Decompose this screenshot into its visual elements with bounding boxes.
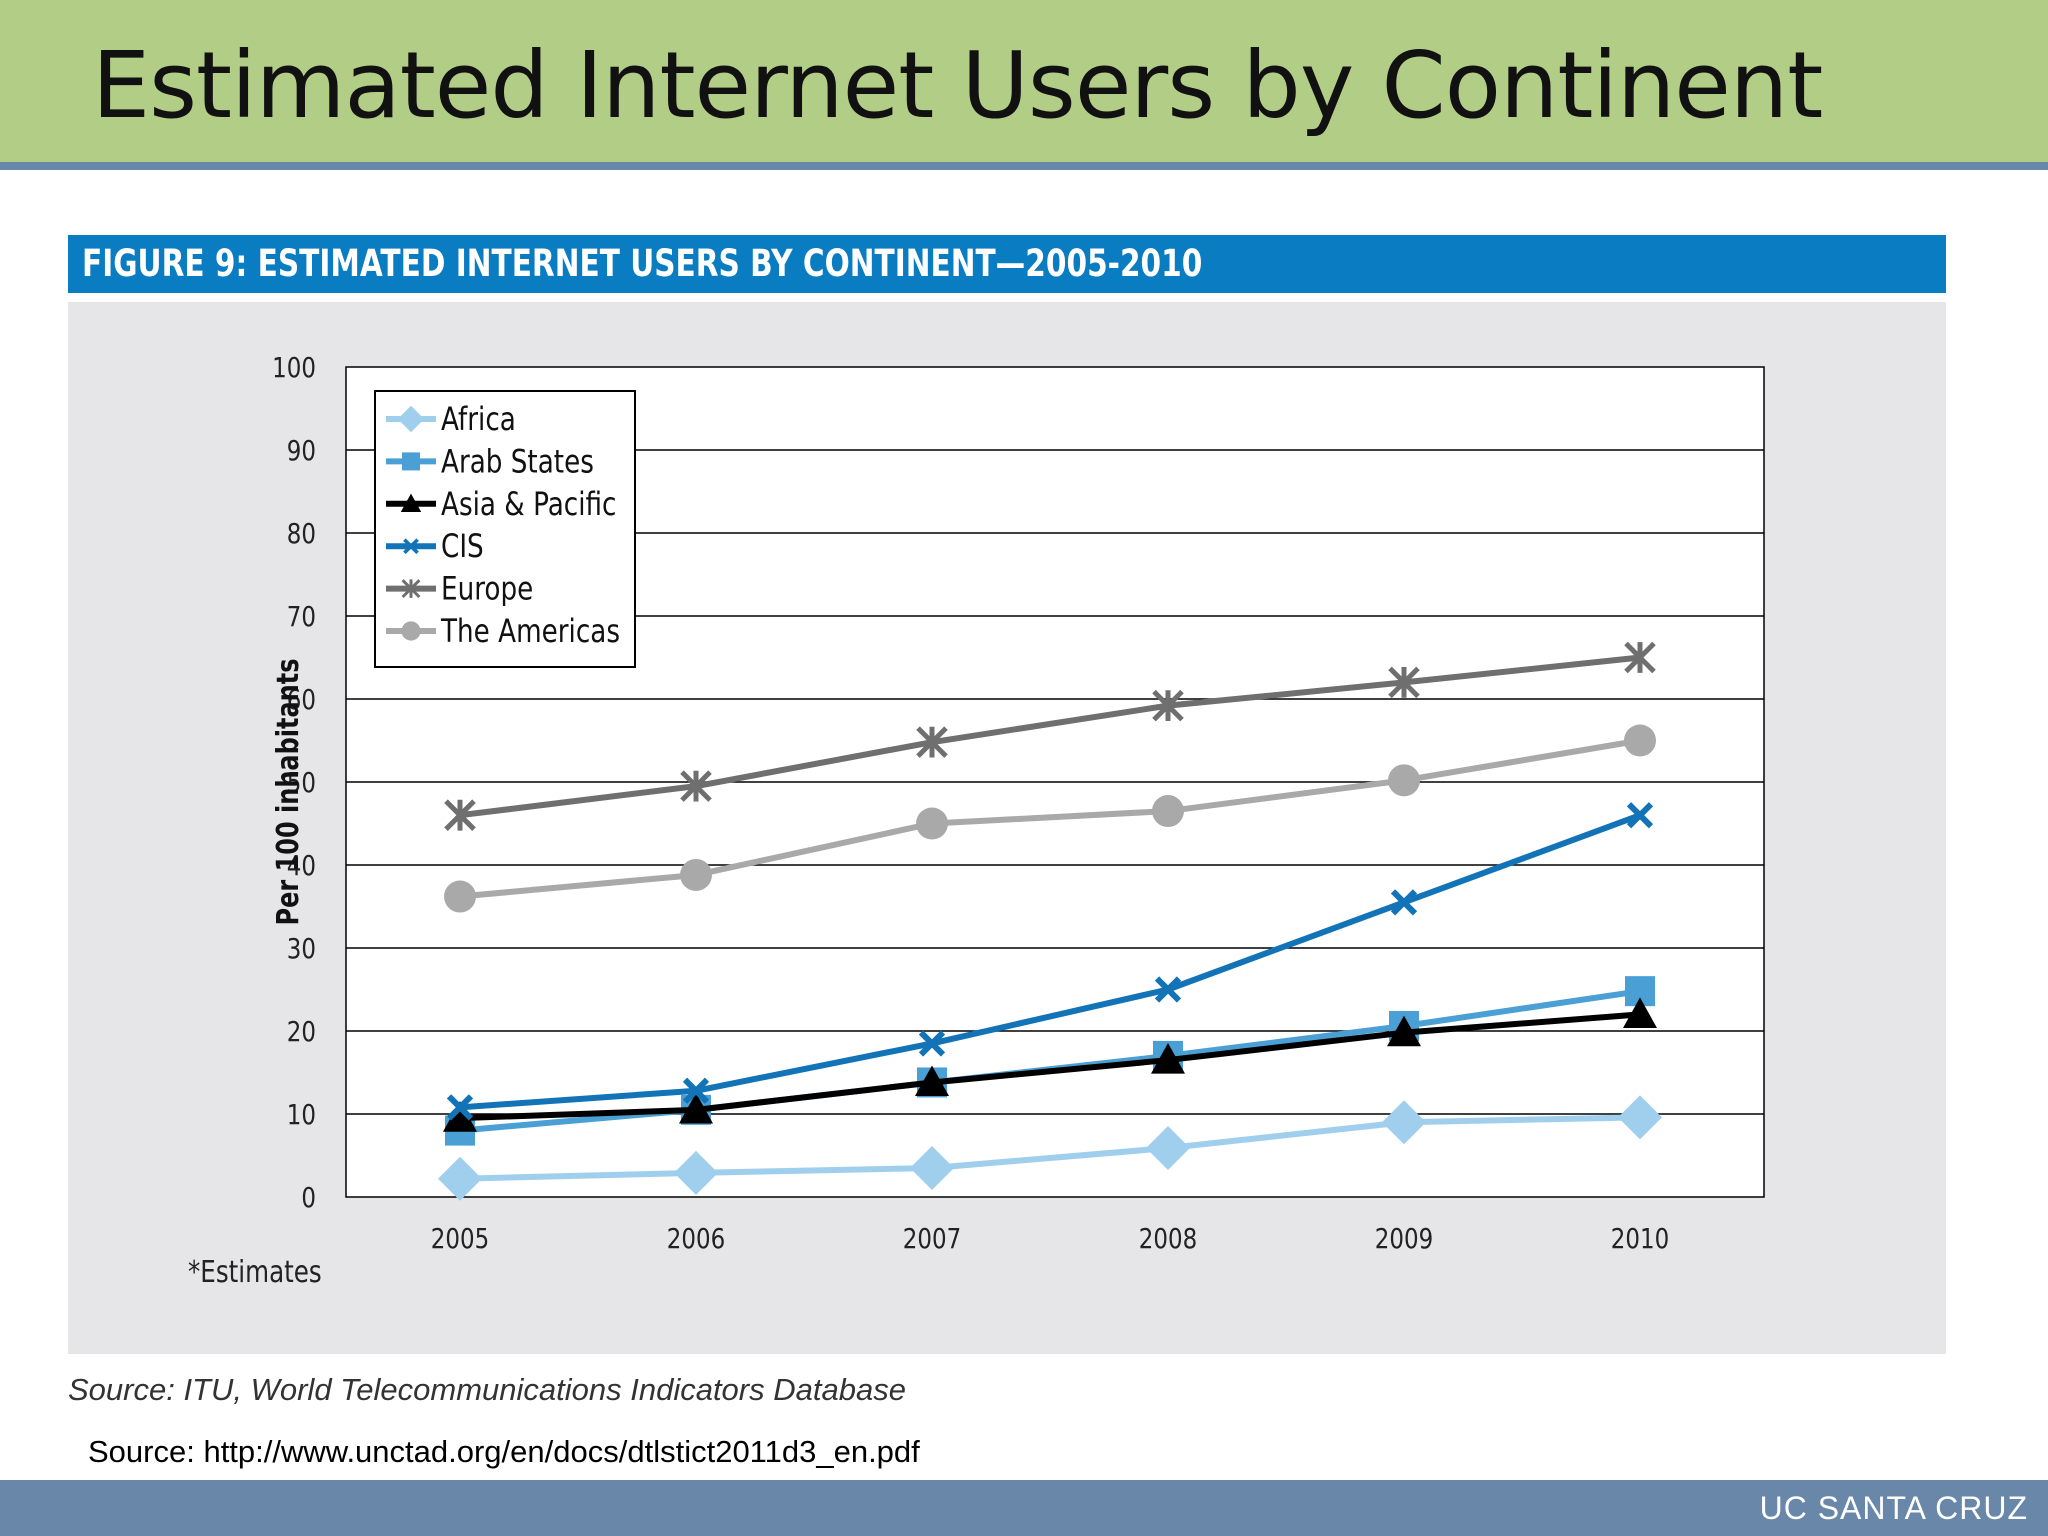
- series: [443, 997, 1657, 1132]
- y-tick-label: 100: [272, 352, 316, 385]
- data-point: [402, 452, 420, 471]
- x-tick-label: 2008: [1139, 1223, 1197, 1256]
- series: [444, 641, 1656, 831]
- series-lines: [438, 641, 1662, 1201]
- series: [438, 1095, 1662, 1201]
- data-point: [680, 770, 712, 802]
- data-point: [918, 1030, 946, 1057]
- estimates-note: *Estimates: [188, 1256, 322, 1290]
- x-tick-label: 2006: [667, 1223, 725, 1256]
- chart-panel: 0 10 20 30 40 50 60 70 80 90 100 2005 2006 2007 2008 2…: [68, 302, 1946, 1354]
- data-point: [1152, 689, 1184, 722]
- data-point: [401, 579, 421, 599]
- legend-item: The Americas: [386, 612, 620, 650]
- data-point: [1624, 724, 1656, 757]
- legend-item: Asia & Pacific: [386, 485, 616, 522]
- data-point: [1624, 641, 1656, 674]
- x-tick-labels: 2005 2006 2007 2008 2009 2010: [431, 1223, 1669, 1256]
- legend-label: Europe: [441, 570, 533, 607]
- data-point: [1618, 1095, 1662, 1140]
- y-tick-label: 80: [287, 518, 316, 551]
- footer-bar: UC SANTA CRUZ: [0, 1480, 2048, 1536]
- data-point: [1387, 1015, 1421, 1047]
- y-tick-labels: 0 10 20 30 40 50 60 70 80 90 100: [272, 352, 316, 1215]
- footer-label: UC SANTA CRUZ: [1759, 1490, 2028, 1526]
- y-tick-label: 90: [287, 435, 316, 468]
- data-point: [916, 807, 948, 840]
- data-point: [1154, 976, 1182, 1003]
- data-point: [443, 1101, 477, 1132]
- data-point: [1146, 1126, 1190, 1171]
- x-tick-label: 2010: [1611, 1223, 1669, 1256]
- series: [444, 724, 1656, 913]
- y-tick-label: 30: [287, 933, 316, 966]
- series-line: [459, 1011, 1641, 1122]
- y-tick-label: 70: [287, 601, 316, 634]
- legend-label: Asia & Pacific: [441, 485, 616, 522]
- series-line: [459, 654, 1641, 819]
- data-point: [403, 538, 419, 555]
- series: [446, 802, 1654, 1121]
- legend-label: Arab States: [441, 443, 594, 480]
- data-point: [397, 405, 425, 433]
- y-tick-label: 0: [301, 1182, 316, 1215]
- data-point: [446, 1094, 474, 1121]
- legend-item: Africa: [386, 400, 516, 438]
- y-tick-label: 60: [287, 684, 316, 717]
- data-point: [1382, 1100, 1426, 1145]
- data-point: [915, 1065, 949, 1097]
- data-point: [1388, 764, 1420, 797]
- data-point: [444, 880, 476, 913]
- x-tick-label: 2007: [903, 1223, 961, 1256]
- data-point: [1388, 666, 1420, 699]
- x-tick-label: 2005: [431, 1223, 489, 1256]
- data-point: [682, 1077, 710, 1104]
- figure-title: FIGURE 9: ESTIMATED INTERNET USERS BY CO…: [82, 242, 1203, 285]
- data-point: [680, 858, 712, 891]
- data-point: [679, 1092, 713, 1124]
- data-point: [438, 1156, 482, 1201]
- legend-item: CIS: [386, 528, 484, 565]
- legend-label: The Americas: [440, 612, 620, 649]
- data-point: [1626, 802, 1654, 829]
- data-point: [1152, 795, 1184, 828]
- data-point: [674, 1150, 718, 1195]
- data-point: [444, 799, 476, 831]
- legend-item: Arab States: [386, 443, 594, 480]
- legend: Africa Arab States Asia & Pacific CIS Europe…: [374, 390, 636, 668]
- y-tick-label: 50: [287, 767, 316, 800]
- data-point: [401, 621, 421, 641]
- data-point: [910, 1145, 954, 1190]
- slide-title: Estimated Internet Users by Continent: [92, 32, 1823, 139]
- legend-item: Europe: [386, 570, 533, 607]
- figure-source: Source: ITU, World Telecommunications In…: [68, 1372, 906, 1407]
- y-tick-label: 20: [287, 1016, 316, 1049]
- y-tick-label: 40: [287, 850, 316, 883]
- legend-box: [374, 390, 636, 668]
- series-line: [459, 812, 1642, 1111]
- legend-label: CIS: [441, 528, 484, 565]
- data-point: [400, 493, 422, 512]
- legend-label: Africa: [441, 400, 516, 437]
- data-point: [1390, 889, 1418, 916]
- y-tick-label: 10: [287, 1099, 316, 1132]
- figure-header: FIGURE 9: ESTIMATED INTERNET USERS BY CO…: [68, 235, 1946, 293]
- data-point: [1151, 1043, 1185, 1074]
- y-axis-label: Per 100 inhabitants: [271, 659, 305, 926]
- url-source: Source: http://www.unctad.org/en/docs/dt…: [88, 1434, 920, 1469]
- series-line: [459, 1114, 1641, 1182]
- x-tick-label: 2009: [1375, 1223, 1433, 1256]
- series-line: [459, 737, 1641, 900]
- data-point: [1623, 997, 1657, 1028]
- title-bar: Estimated Internet Users by Continent: [0, 0, 2048, 170]
- data-point: [916, 726, 948, 758]
